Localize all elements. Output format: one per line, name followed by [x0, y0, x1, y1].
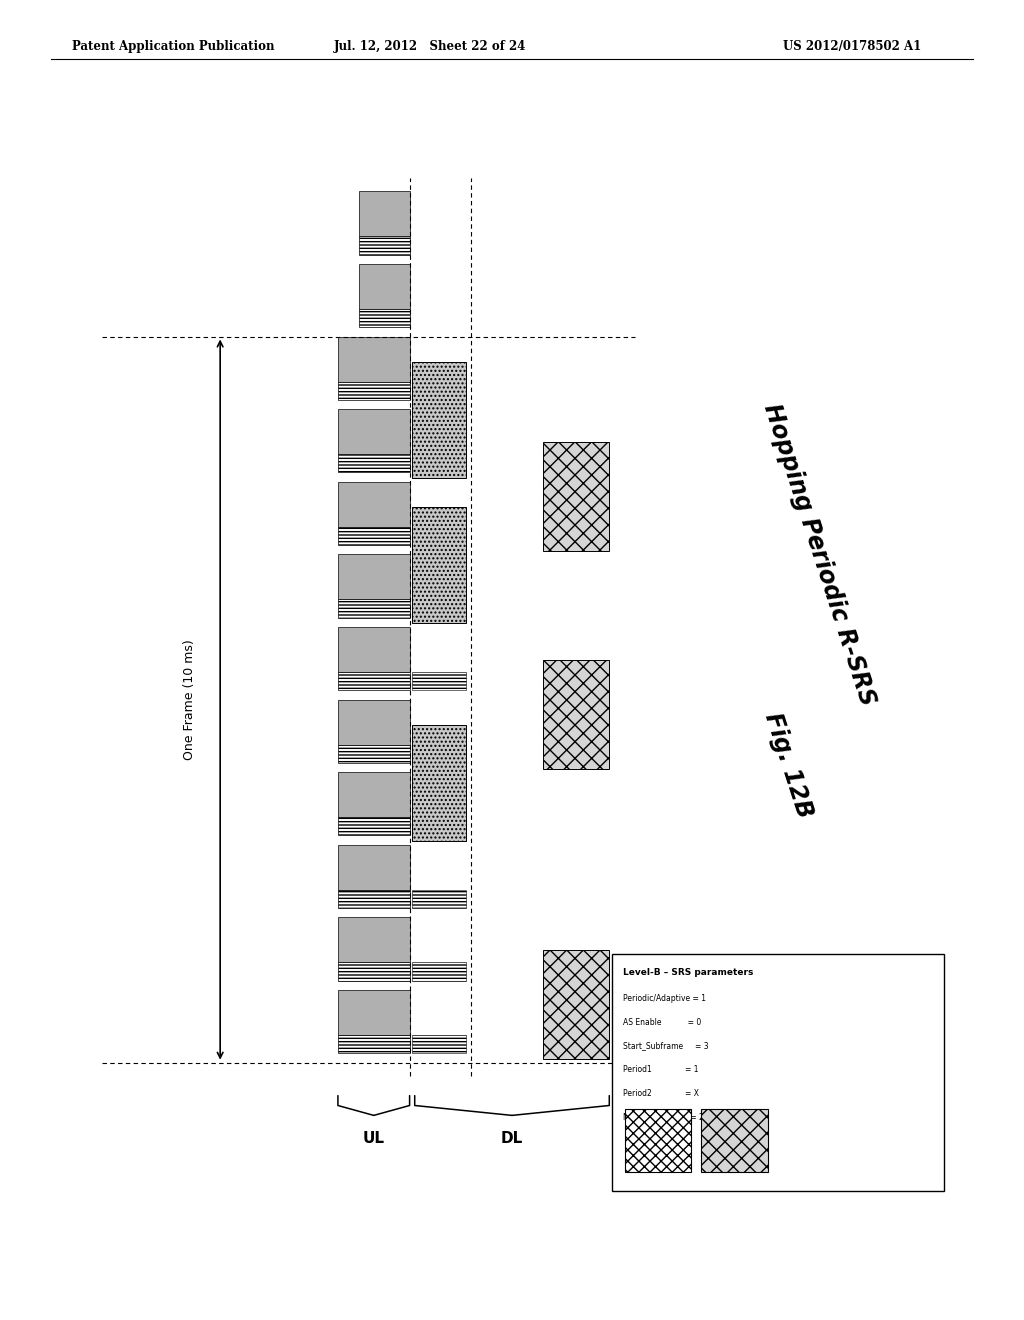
FancyBboxPatch shape — [612, 954, 944, 1191]
Bar — [359, 309, 410, 327]
Bar — [338, 700, 410, 744]
Text: Hopping Periodic R-SRS: Hopping Periodic R-SRS — [759, 400, 880, 709]
Text: Num_Hops           = 2: Num_Hops = 2 — [623, 1113, 703, 1122]
Bar — [338, 772, 410, 817]
Bar — [338, 627, 410, 672]
Text: US 2012/0178502 A1: US 2012/0178502 A1 — [783, 40, 922, 53]
Bar — [701, 1109, 768, 1172]
Bar — [412, 962, 466, 981]
Bar — [338, 744, 410, 763]
Text: Period1              = 1: Period1 = 1 — [623, 1065, 698, 1074]
Text: Period2              = X: Period2 = X — [623, 1089, 698, 1098]
Bar — [412, 744, 466, 763]
Bar — [338, 527, 410, 545]
Bar — [338, 890, 410, 908]
Text: Periodic/Adaptive = 1: Periodic/Adaptive = 1 — [623, 994, 706, 1003]
Bar — [412, 527, 466, 545]
Bar — [412, 672, 466, 690]
Text: Level-B – SRS parameters: Level-B – SRS parameters — [623, 968, 753, 977]
Bar — [338, 917, 410, 962]
Bar — [412, 381, 466, 400]
Bar — [412, 454, 466, 473]
Bar — [338, 381, 410, 400]
Bar — [412, 890, 466, 908]
Bar — [412, 362, 466, 478]
Bar — [543, 442, 609, 550]
Bar — [412, 817, 466, 836]
Bar — [338, 672, 410, 690]
Bar — [543, 950, 609, 1059]
Bar — [338, 337, 410, 381]
Bar — [338, 817, 410, 836]
Bar — [543, 660, 609, 768]
Text: Patent Application Publication: Patent Application Publication — [72, 40, 274, 53]
Bar — [625, 1109, 691, 1172]
Text: DL: DL — [501, 1131, 523, 1146]
Bar — [412, 507, 466, 623]
Bar — [338, 1035, 410, 1053]
Bar — [338, 990, 410, 1035]
Text: Start_Subframe     = 3: Start_Subframe = 3 — [623, 1041, 709, 1051]
Bar — [412, 599, 466, 618]
Bar — [338, 845, 410, 890]
Bar — [412, 725, 466, 841]
Bar — [359, 264, 410, 309]
Text: AS Enable           = 0: AS Enable = 0 — [623, 1018, 700, 1027]
Bar — [338, 482, 410, 527]
Text: UL: UL — [362, 1131, 385, 1146]
Text: Fig. 12B: Fig. 12B — [760, 710, 817, 821]
Bar — [359, 236, 410, 255]
Bar — [338, 599, 410, 618]
Text: One Frame (10 ms): One Frame (10 ms) — [183, 639, 196, 760]
Bar — [359, 191, 410, 236]
Bar — [338, 554, 410, 599]
Bar — [338, 409, 410, 454]
Bar — [412, 1035, 466, 1053]
Bar — [338, 962, 410, 981]
Text: Jul. 12, 2012   Sheet 22 of 24: Jul. 12, 2012 Sheet 22 of 24 — [334, 40, 526, 53]
Bar — [338, 454, 410, 473]
